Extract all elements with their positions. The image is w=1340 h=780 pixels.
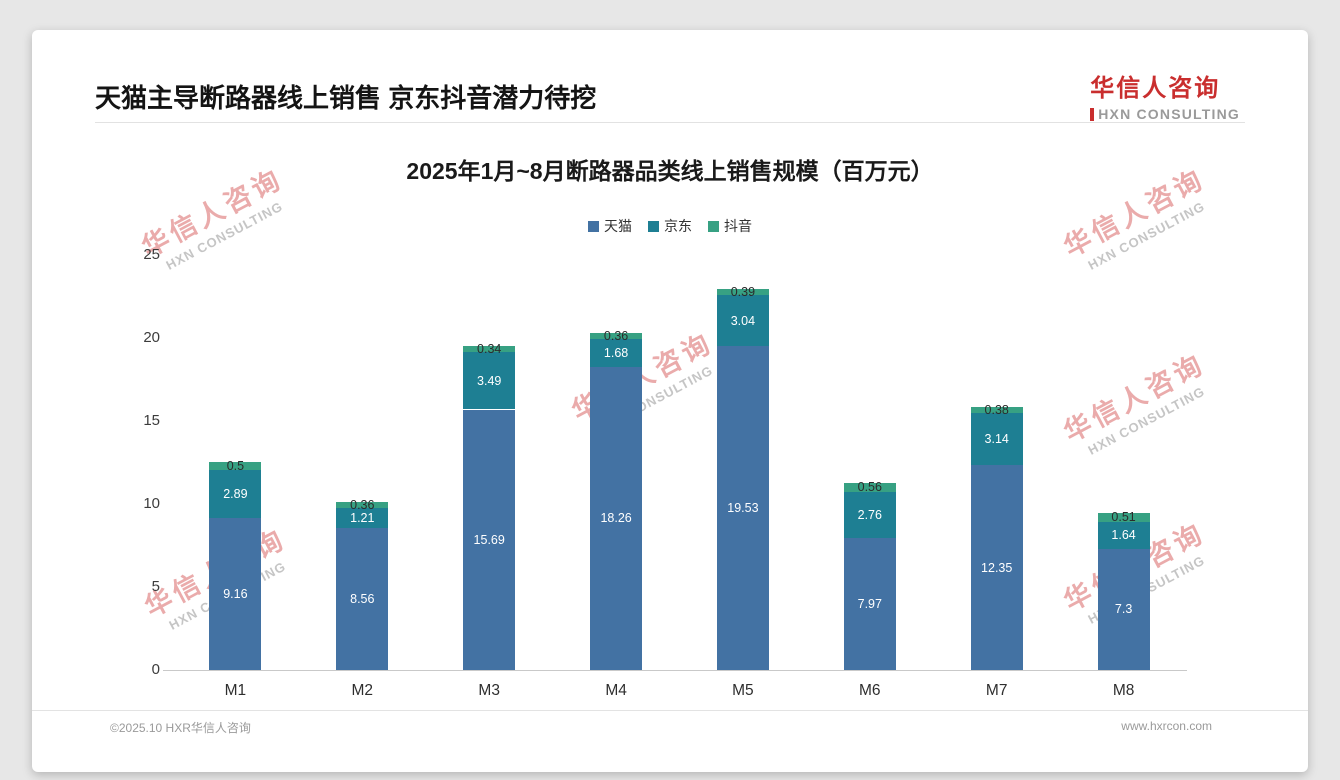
bar-segment-抖音-M5: 0.39 [716,285,769,299]
bar-segment-天猫-M1: 9.16 [209,517,262,670]
bar-value-label: 3.14 [984,431,1009,446]
legend-label: 京东 [664,218,692,234]
legend-swatch-icon [708,220,719,232]
bar-segment-京东-M6: 2.76 [843,491,896,538]
logo-en-text: HXN CONSULTING [1098,106,1240,122]
bar-segment-京东-M2: 1.21 [336,507,389,528]
legend-item-京东: 京东 [648,216,692,236]
x-axis-line [163,670,1187,671]
legend-swatch-icon [648,220,659,232]
bar-segment-京东-M4: 1.68 [590,339,643,367]
bar-segment-天猫-M4: 18.26 [590,366,643,670]
bar-value-label: 18.26 [600,511,632,526]
y-axis-tick-label: 20 [143,329,160,346]
legend-item-抖音: 抖音 [708,216,752,236]
bar-value-label: 9.16 [223,586,248,601]
company-logo: 华信人咨询 HXN CONSULTING [1090,68,1240,122]
x-axis-category-label: M2 [351,682,374,699]
chart-legend: 天猫 京东 抖音 [32,216,1308,236]
bar-value-label: 3.49 [477,373,502,388]
bar-segment-抖音-M1: 0.5 [209,459,262,473]
chart-title: 2025年1月~8月断路器品类线上销售规模（百万元） [406,158,934,184]
bar-value-label: 8.56 [350,591,375,606]
bar-segment-天猫-M7: 12.35 [970,465,1023,670]
bar-segment-京东-M8: 1.64 [1097,521,1150,549]
bar-value-label: 0.56 [857,480,882,495]
bar-value-label: 15.69 [473,532,505,547]
y-axis-tick-label: 25 [143,246,160,263]
bar-value-label: 0.36 [350,497,375,512]
bar-value-label: 0.5 [226,458,245,473]
footer-website: www.hxrcon.com [1121,719,1212,733]
bar-segment-天猫-M6: 7.97 [843,537,896,670]
x-axis-category-label: M7 [985,682,1008,699]
bar-segment-京东-M5: 3.04 [716,295,769,346]
bar-value-label: 2.76 [857,507,882,522]
bar-segment-京东-M7: 3.14 [970,412,1023,465]
bar-segment-抖音-M8: 0.51 [1097,510,1150,524]
logo-en-row: HXN CONSULTING [1090,106,1240,122]
bar-value-label: 12.35 [981,560,1013,575]
footer-divider [32,710,1308,711]
y-axis-tick-label: 0 [151,661,160,678]
bar-value-label: 19.53 [727,500,759,515]
bar-segment-抖音-M4: 0.36 [590,329,643,343]
bar-segment-京东-M3: 3.49 [463,351,516,410]
bar-value-label: 0.34 [477,341,502,356]
bar-value-label: 1.21 [350,510,375,525]
bar-segment-抖音-M3: 0.34 [463,342,516,356]
x-axis-category-label: M1 [224,682,247,699]
bar-value-label: 0.39 [730,285,756,300]
bar-segment-天猫-M3: 15.69 [463,409,516,670]
footer-copyright: ©2025.10 HXR华信人咨询 [110,721,251,735]
slide-content: 天猫主导断路器线上销售 京东抖音潜力待挖 华信人咨询 HXN CONSULTIN… [32,30,1308,772]
x-axis-category-label: M5 [732,682,754,699]
bar-segment-抖音-M2: 0.36 [336,498,389,512]
legend-label: 天猫 [604,218,632,234]
bar-value-label: 0.51 [1111,510,1136,525]
bar-segment-天猫-M2: 8.56 [336,527,389,670]
legend-label: 抖音 [724,218,752,234]
page-title: 天猫主导断路器线上销售 京东抖音潜力待挖 [95,83,597,113]
bar-segment-抖音-M7: 0.38 [970,403,1023,417]
bar-segment-京东-M1: 2.89 [209,470,262,518]
y-axis-tick-label: 5 [151,578,160,595]
bar-value-label: 3.04 [730,313,756,328]
legend-swatch-icon [588,220,599,232]
header-divider [95,122,1245,123]
bar-value-label: 0.38 [984,402,1009,417]
bar-value-label: 7.97 [857,596,882,611]
bar-value-label: 0.36 [603,329,629,343]
x-axis-category-label: M6 [859,682,881,699]
y-axis-tick-label: 10 [143,495,160,512]
x-axis-category-label: M3 [478,682,500,699]
bar-segment-天猫-M5: 19.53 [716,345,769,670]
logo-red-bar-icon [1090,107,1095,121]
bar-segment-抖音-M6: 0.56 [843,480,896,494]
legend-item-天猫: 天猫 [588,216,632,236]
logo-cn-text: 华信人咨询 [1090,75,1221,102]
slide-card: 华信人咨询 HXN CONSULTING 华信人咨询 HXN CONSULTING 华信… [32,30,1308,772]
bar-value-label: 2.89 [223,487,248,501]
x-axis-category-label: M8 [1112,682,1135,699]
bar-value-label: 1.64 [1111,528,1136,543]
y-axis-tick-label: 15 [143,412,160,429]
bar-value-label: 7.3 [1114,602,1133,617]
bar-segment-天猫-M8: 7.3 [1097,548,1150,670]
x-axis-category-label: M4 [605,682,627,699]
bar-value-label: 1.68 [603,345,629,360]
